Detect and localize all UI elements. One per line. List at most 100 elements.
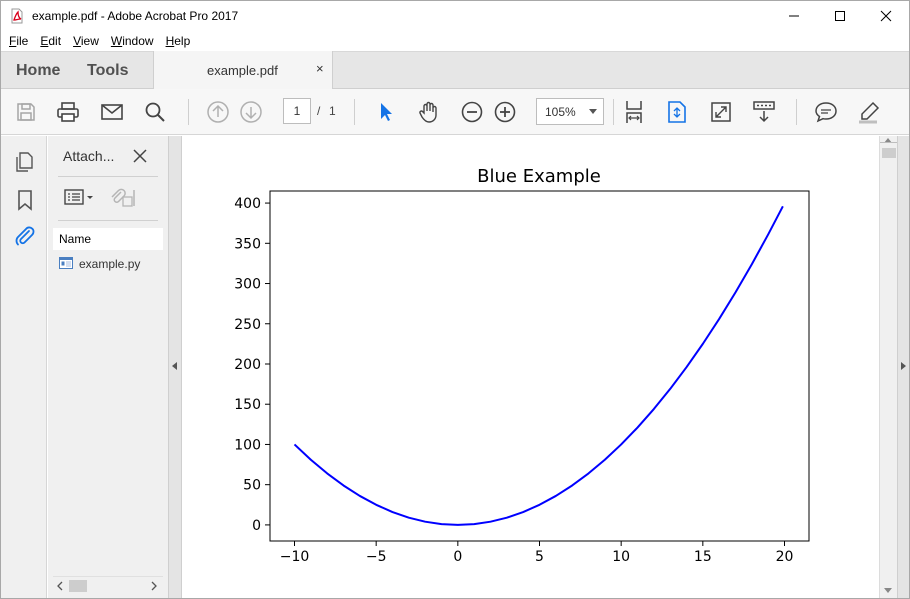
page-number-input[interactable]: 1: [283, 98, 311, 124]
y-tick-label: 200: [234, 357, 261, 373]
email-icon: [101, 104, 123, 120]
print-icon: [57, 102, 79, 122]
zoom-out-button[interactable]: [459, 99, 485, 125]
chevron-down-icon: [589, 109, 597, 114]
series-group: [293, 205, 784, 526]
save-button[interactable]: [13, 99, 39, 125]
python-file-icon: [59, 257, 73, 269]
save-icon: [17, 103, 35, 121]
name-column-header[interactable]: Name: [53, 228, 163, 250]
window-title: example.pdf - Adobe Acrobat Pro 2017: [32, 9, 239, 23]
expand-right-icon[interactable]: [901, 362, 906, 370]
scrollbar-thumb[interactable]: [882, 148, 896, 158]
menu-view[interactable]: View: [73, 34, 99, 48]
close-icon[interactable]: [131, 147, 149, 165]
attachment-icon: [15, 226, 35, 246]
y-tick-label: 100: [234, 437, 261, 453]
panel-title: Attach...: [63, 148, 115, 164]
attachments-list: example.py: [53, 252, 163, 576]
tab-tools[interactable]: Tools: [87, 62, 129, 79]
full-screen-button[interactable]: [708, 99, 734, 125]
fit-width-button[interactable]: [621, 99, 647, 125]
fit-page-button[interactable]: [664, 99, 690, 125]
chart-title: Blue Example: [477, 166, 601, 187]
x-tick-label: 5: [535, 549, 544, 565]
close-button[interactable]: [863, 1, 909, 31]
hand-icon: [419, 101, 437, 123]
tab-document[interactable]: example.pdf ×: [153, 51, 333, 89]
toolbar: [1, 89, 909, 135]
menu-edit[interactable]: Edit: [40, 34, 62, 48]
chevron-right-icon[interactable]: [149, 577, 159, 595]
select-tool-button[interactable]: [373, 99, 399, 125]
acrobat-pdf-icon: [11, 8, 23, 24]
y-tick-label: 250: [234, 317, 261, 333]
hand-tool-button[interactable]: [416, 99, 442, 125]
document-tab-label: example.pdf: [207, 63, 278, 78]
chevron-up-icon[interactable]: [884, 138, 892, 143]
toolbar-separator: [796, 99, 797, 125]
document-tab-close-button[interactable]: ×: [316, 61, 324, 76]
attachments-button[interactable]: [13, 224, 37, 248]
right-pane-splitter[interactable]: [897, 136, 909, 598]
page-thumbnails-button[interactable]: [13, 150, 37, 174]
next-page-button[interactable]: [238, 99, 264, 125]
y-tick-label: 150: [234, 397, 261, 413]
divider: [880, 142, 898, 143]
x-tick-label: 10: [612, 549, 630, 565]
minimize-button[interactable]: [771, 1, 817, 31]
zoom-in-icon: [494, 101, 516, 123]
scrollbar-thumb[interactable]: [69, 580, 87, 592]
chart: Blue Example −10 −5 0 5 10 15 20 0 50 100 150 200 2…: [234, 166, 810, 565]
zoom-select[interactable]: 105%: [536, 98, 604, 125]
toolbar-separator: [613, 99, 614, 125]
collapse-left-icon[interactable]: [172, 362, 177, 370]
x-tick-label: 0: [453, 549, 462, 565]
divider: [58, 220, 158, 221]
x-axis: −10 −5 0 5 10 15 20: [280, 541, 793, 565]
horizontal-scrollbar[interactable]: [53, 576, 163, 594]
tab-bar: Home Tools example.pdf ×: [1, 51, 909, 89]
scroll-mode-button[interactable]: [751, 99, 777, 125]
full-screen-icon: [711, 102, 731, 122]
comment-icon: [815, 102, 837, 123]
comment-button[interactable]: [813, 99, 839, 125]
title-bar: example.pdf - Adobe Acrobat Pro 2017: [1, 1, 909, 31]
close-icon: [880, 10, 892, 22]
options-menu-icon[interactable]: [62, 186, 96, 208]
previous-page-button[interactable]: [205, 99, 231, 125]
page-separator: /: [317, 104, 321, 118]
minimize-icon: [789, 15, 799, 17]
maximize-button[interactable]: [817, 1, 863, 31]
menu-help[interactable]: Help: [165, 34, 191, 48]
pages-icon: [16, 152, 33, 172]
attachments-panel: Attach... Name example.py: [48, 136, 168, 598]
fit-width-icon: [626, 101, 642, 123]
highlight-icon: [859, 101, 880, 124]
list-item[interactable]: example.py: [53, 254, 163, 272]
bookmarks-button[interactable]: [13, 188, 37, 212]
menu-file[interactable]: File: [9, 34, 29, 48]
zoom-value: 105%: [545, 105, 576, 119]
scroll-mode-icon: [753, 101, 775, 123]
email-button[interactable]: [99, 99, 125, 125]
page-total: 1: [329, 104, 336, 118]
chevron-left-icon[interactable]: [55, 577, 65, 595]
add-attachment-icon[interactable]: [108, 186, 138, 208]
y-tick-label: 0: [252, 518, 261, 534]
zoom-in-button[interactable]: [492, 99, 518, 125]
vertical-scrollbar[interactable]: [879, 136, 898, 598]
chevron-down-icon[interactable]: [884, 588, 892, 593]
plot-frame: [269, 190, 810, 542]
tab-home[interactable]: Home: [16, 62, 61, 79]
highlight-button[interactable]: [856, 99, 882, 125]
divider: [58, 176, 158, 177]
print-button[interactable]: [55, 99, 81, 125]
left-pane-splitter[interactable]: [168, 136, 182, 598]
search-icon: [145, 102, 165, 122]
search-button[interactable]: [142, 99, 168, 125]
y-tick-label: 300: [234, 277, 261, 293]
fit-page-icon: [668, 101, 686, 123]
menu-window[interactable]: Window: [110, 34, 154, 48]
